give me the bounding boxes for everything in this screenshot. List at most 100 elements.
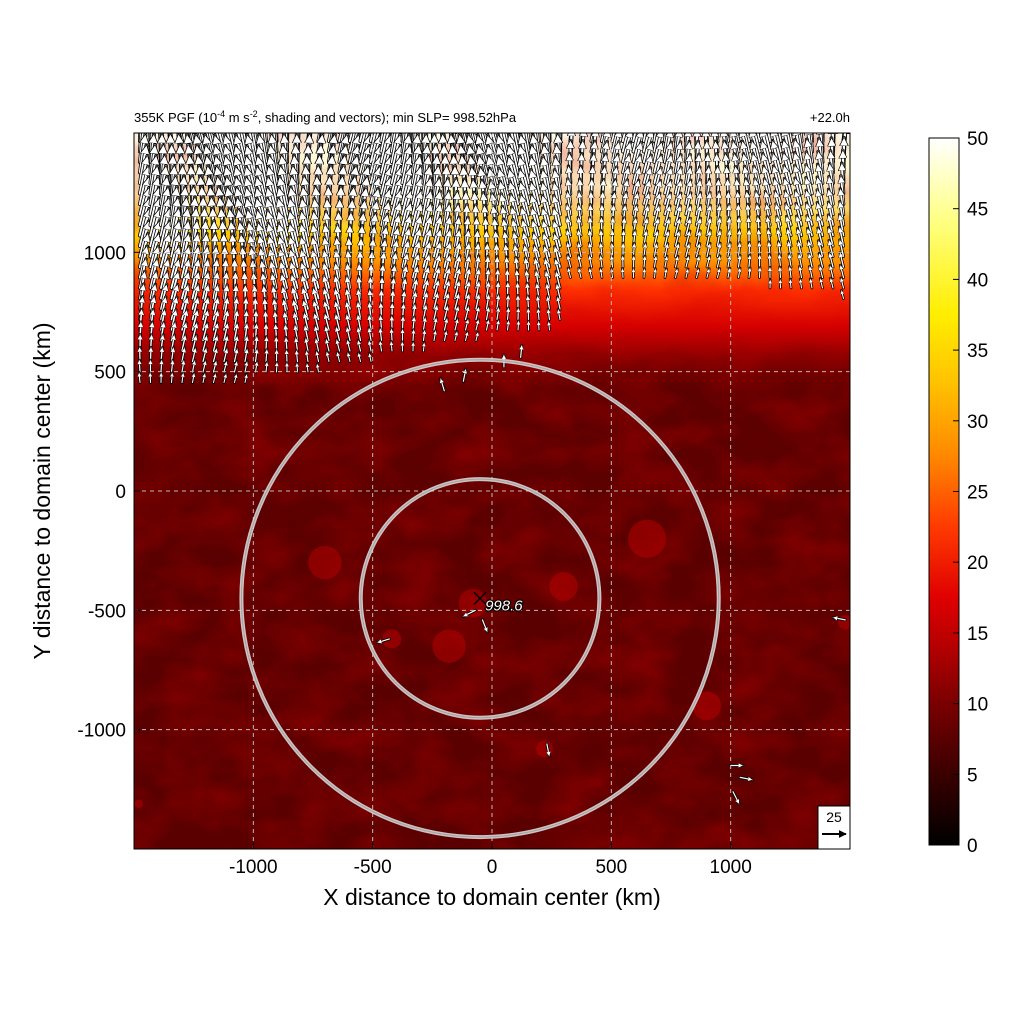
pgf-vector [212,349,217,363]
pgf-vector [316,339,320,352]
pgf-vector [256,349,258,363]
pgf-vector [464,307,469,321]
pgf-vector [790,279,791,289]
pgf-vector [380,133,387,153]
pgf-vector [739,777,752,779]
pgf-vector [466,332,468,342]
pgf-vector [139,360,140,373]
pgf-vector [621,133,627,143]
pgf-vector [685,244,689,258]
pgf-vector [728,243,730,258]
colorbar-tick-label: 50 [967,129,988,150]
pgf-vector [172,360,173,373]
pgf-vector [707,269,709,279]
pgf-vector [820,279,822,289]
pgf-vector [508,295,509,310]
pgf-vector [840,265,845,279]
pgf-vector [600,268,602,279]
colorbar-tick-label: 40 [967,270,988,291]
pgf-vector [728,268,730,279]
pgf-vector [578,256,581,268]
pgf-vector [655,269,656,279]
pgf-vector [800,267,802,279]
pgf-vector [568,268,570,279]
y-tick-label: 0 [115,482,126,503]
pgf-vector [413,330,414,342]
y-tick-label: 500 [94,363,126,384]
pgf-vectors [139,133,848,806]
pgf-vector [779,254,780,268]
chart-title: 355K PGF (10-4 m s-2, shading and vector… [134,109,517,125]
pgf-vector [589,243,591,258]
y-axis-ticks: -1000 -500 0 500 1000 [77,243,140,742]
pgf-vector [434,331,436,342]
pgf-vector [558,310,560,321]
pgf-vector [732,791,740,804]
pgf-vector [358,328,361,342]
local-maximum [134,799,144,808]
pgf-vector [665,256,667,268]
pgf-vector [377,638,390,643]
pgf-vector [497,308,499,321]
pgf-vector [810,279,812,289]
pgf-vector [359,133,364,143]
colorbar-ticks: 0 5 10 15 20 25 30 35 40 45 50 [953,129,988,857]
pgf-vector [749,268,750,279]
pgf-vector [286,337,287,352]
pgf-vector [224,374,226,384]
y-axis-label: Y distance to domain center (km) [29,322,55,659]
pgf-vector [810,266,812,279]
pgf-vector [557,297,560,310]
pgf-vector [515,133,520,143]
local-maximum [432,629,466,663]
colorbar-tick-label: 35 [967,341,988,362]
pgf-vector [336,327,341,342]
pgf-vector [579,268,581,279]
pgf-vector [464,319,469,331]
pgf-vector [223,361,227,373]
colorbar-tick-label: 45 [967,200,988,221]
local-maximum [308,545,342,580]
colorbar-tick-label: 20 [967,553,988,574]
pgf-vector [676,256,678,268]
pgf-vector [686,269,688,279]
pgf-vector [182,361,184,373]
y-tick-label: 1000 [84,243,126,264]
pgf-vector [487,320,489,331]
pgf-vector [718,243,721,258]
pgf-vector [441,379,445,392]
reference-vector-label: 25 [826,809,842,825]
x-tick-label: 0 [487,857,498,878]
pgf-vector [433,305,437,321]
pgf-vector [245,374,247,384]
pgf-vector [369,341,371,352]
x-tick-label: -500 [354,857,392,878]
plot-area: 998.6 [134,133,850,849]
pgf-vector [622,269,623,279]
pgf-vector [481,619,487,632]
pgf-vector [235,374,237,384]
pgf-vector [655,244,657,258]
x-axis-ticks: -1000 -500 0 500 1000 [229,843,752,878]
pgf-vector [833,617,846,619]
pgf-vector [445,319,448,331]
pgf-vector [193,373,195,384]
local-maximum [549,572,578,601]
pgf-vector [391,342,392,352]
pgf-vector [644,256,645,268]
pgf-vector [788,133,793,143]
radius-circles [239,357,721,840]
pgf-vector [766,133,772,143]
pgf-vector [697,269,699,279]
pgf-vector [739,268,741,279]
pgf-vector [463,609,476,617]
pgf-vector [139,373,140,384]
pgf-vector [578,243,581,258]
pgf-vector [161,360,162,373]
pgf-vector [445,331,447,342]
pgf-vector [296,351,297,363]
pgf-vector [245,362,247,373]
pgf-vector [549,322,550,331]
pgf-vector [454,319,458,331]
pgf-vector [337,340,341,352]
